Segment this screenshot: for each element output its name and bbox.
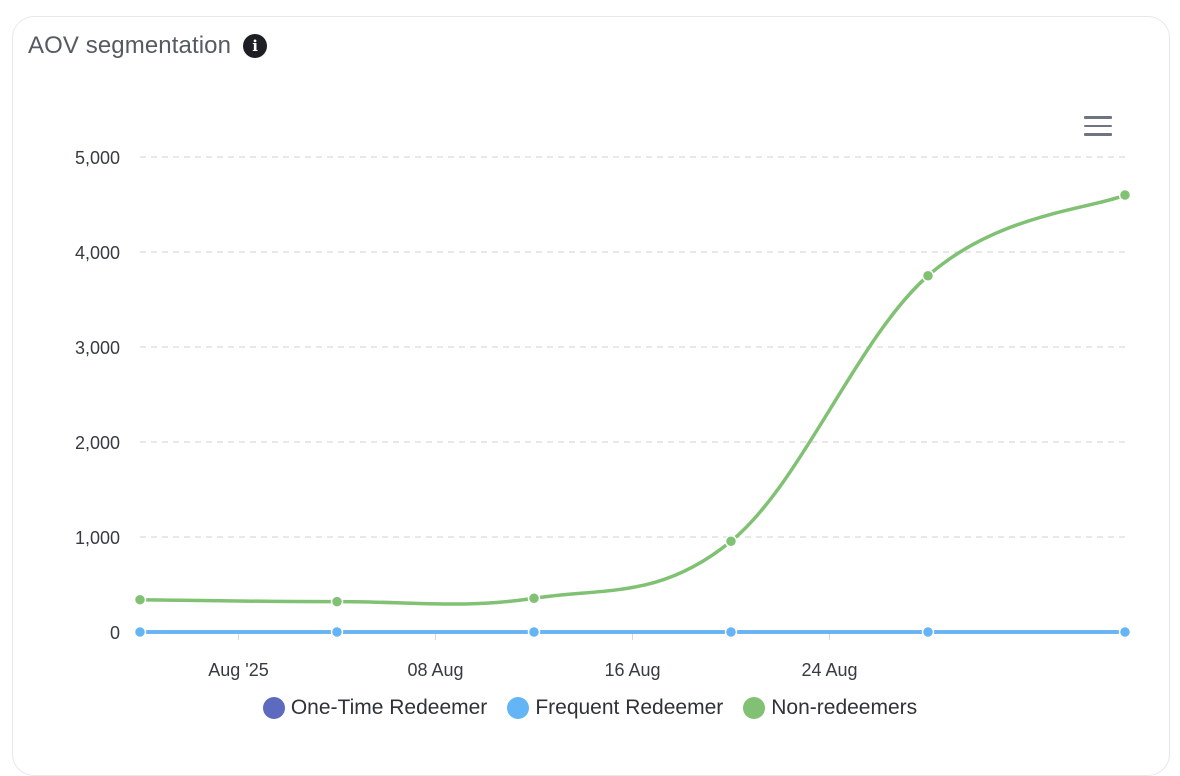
chart-header: AOV segmentation i xyxy=(28,32,268,60)
x-tick-label: Aug '25 xyxy=(208,660,269,680)
chart-legend: One-Time Redeemer Frequent Redeemer Non-re… xyxy=(0,696,1180,720)
frequent-redeemer-point xyxy=(330,625,344,639)
frequent-redeemer-point xyxy=(133,625,147,639)
non-redeemers-point xyxy=(724,535,738,548)
legend-label: One-Time Redeemer xyxy=(290,696,488,719)
legend-marker xyxy=(507,697,530,719)
y-tick-label: 5,000 xyxy=(75,148,120,168)
frequent-redeemer-point xyxy=(921,625,935,639)
info-icon[interactable]: i xyxy=(243,34,268,58)
x-tick-label: 08 Aug xyxy=(407,660,463,680)
y-tick-label: 2,000 xyxy=(75,433,120,453)
legend-marker xyxy=(743,697,766,719)
y-tick-label: 4,000 xyxy=(75,243,120,263)
non-redeemers-point xyxy=(921,269,935,282)
non-redeemers-point xyxy=(1118,188,1132,202)
legend-item-one-time-redeemer[interactable]: One-Time Redeemer xyxy=(262,696,488,720)
legend-label: Non-redeemers xyxy=(771,696,918,719)
legend-label: Frequent Redeemer xyxy=(535,696,724,719)
y-tick-label: 3,000 xyxy=(75,338,120,358)
menu-line xyxy=(1084,133,1112,136)
y-tick-label: 0 xyxy=(110,623,120,643)
frequent-redeemer-point xyxy=(527,625,541,639)
non-redeemers-line xyxy=(138,193,1127,606)
legend-item-frequent-redeemer[interactable]: Frequent Redeemer xyxy=(507,696,723,720)
non-redeemers-point xyxy=(133,593,147,606)
frequent-redeemer-point xyxy=(1118,625,1132,639)
legend-marker xyxy=(262,697,285,719)
menu-line xyxy=(1084,124,1112,127)
menu-line xyxy=(1084,116,1112,119)
y-tick-label: 1,000 xyxy=(75,528,120,548)
x-tick-label: 24 Aug xyxy=(801,660,857,680)
non-redeemers-point xyxy=(527,592,541,605)
hamburger-menu-icon[interactable] xyxy=(1084,116,1112,138)
frequent-redeemer-point xyxy=(724,625,738,639)
x-tick-label: 16 Aug xyxy=(604,660,660,680)
chart-title: AOV segmentation xyxy=(28,32,232,59)
legend-item-non-redeemers[interactable]: Non-redeemers xyxy=(743,696,917,720)
chart-card xyxy=(12,16,1170,776)
non-redeemers-point xyxy=(330,595,344,608)
